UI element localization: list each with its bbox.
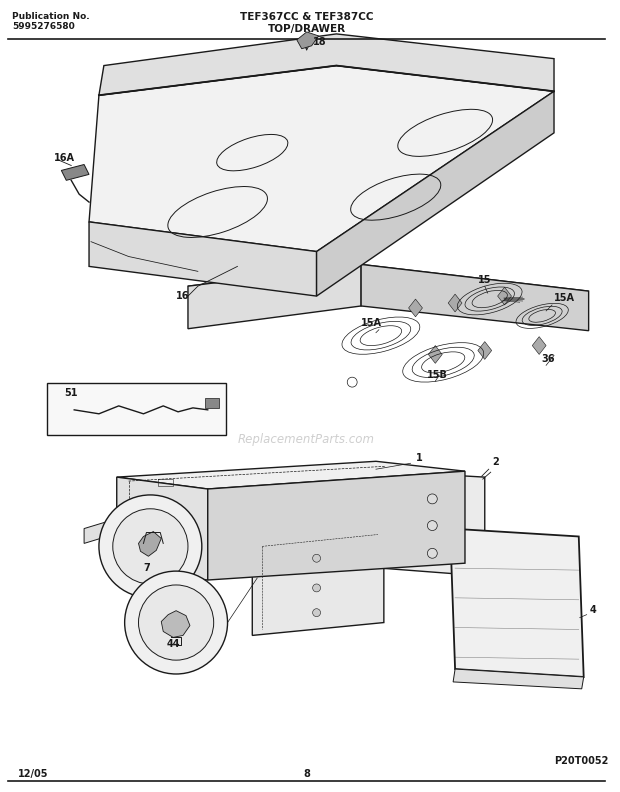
Polygon shape	[453, 669, 583, 689]
Text: 15: 15	[478, 275, 491, 285]
Polygon shape	[89, 66, 554, 252]
Polygon shape	[428, 345, 442, 364]
Circle shape	[312, 609, 321, 617]
Circle shape	[312, 584, 321, 592]
Circle shape	[427, 548, 437, 558]
Text: Publication No.: Publication No.	[12, 12, 89, 21]
Circle shape	[125, 571, 228, 674]
Text: 44: 44	[166, 639, 180, 649]
Polygon shape	[498, 287, 511, 305]
Text: 15B: 15B	[427, 370, 448, 380]
Text: 36: 36	[541, 354, 555, 364]
Bar	[48, 383, 226, 435]
Text: TOP/DRAWER: TOP/DRAWER	[268, 24, 346, 34]
Polygon shape	[117, 477, 208, 580]
Polygon shape	[317, 91, 554, 296]
Polygon shape	[297, 32, 319, 49]
Polygon shape	[208, 471, 465, 580]
Text: 2: 2	[493, 457, 500, 467]
Text: 16A: 16A	[55, 153, 76, 162]
Circle shape	[138, 585, 214, 661]
Text: 7: 7	[143, 563, 150, 573]
Polygon shape	[188, 265, 361, 329]
Polygon shape	[117, 461, 465, 489]
Text: P20T0052: P20T0052	[554, 756, 608, 766]
Circle shape	[427, 494, 437, 504]
Text: 16: 16	[176, 291, 190, 301]
Text: 18: 18	[312, 36, 326, 47]
Text: 15A: 15A	[554, 293, 575, 303]
Circle shape	[99, 495, 202, 598]
Text: TEF367CC & TEF387CC: TEF367CC & TEF387CC	[240, 12, 373, 22]
Polygon shape	[532, 337, 546, 355]
Bar	[205, 398, 219, 408]
Polygon shape	[448, 294, 462, 312]
Text: 15A: 15A	[361, 318, 382, 328]
Text: 8: 8	[303, 769, 310, 779]
Circle shape	[312, 554, 321, 562]
Text: 4: 4	[590, 604, 596, 615]
Text: 12/05: 12/05	[18, 769, 48, 779]
Polygon shape	[381, 471, 485, 576]
Circle shape	[113, 508, 188, 584]
Text: ReplacementParts.com: ReplacementParts.com	[238, 433, 375, 446]
Circle shape	[427, 520, 437, 531]
Text: 5995276580: 5995276580	[12, 22, 74, 31]
Polygon shape	[138, 531, 161, 556]
Polygon shape	[84, 519, 117, 543]
Polygon shape	[252, 528, 384, 635]
Text: 1: 1	[415, 453, 422, 463]
Polygon shape	[409, 299, 422, 317]
Polygon shape	[99, 34, 554, 95]
Polygon shape	[188, 265, 588, 311]
Text: 51: 51	[64, 388, 78, 398]
Polygon shape	[478, 341, 492, 360]
Polygon shape	[161, 611, 190, 638]
Polygon shape	[361, 265, 588, 331]
Polygon shape	[450, 528, 583, 677]
Polygon shape	[61, 165, 89, 181]
Polygon shape	[89, 222, 317, 296]
